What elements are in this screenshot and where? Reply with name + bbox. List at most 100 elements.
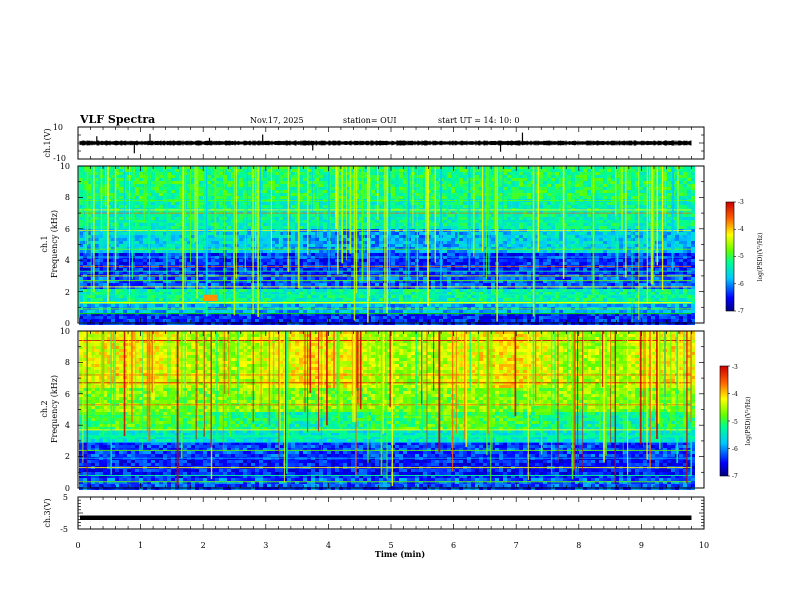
spectrogram-cell bbox=[375, 169, 379, 172]
spectrogram-cell bbox=[83, 175, 87, 178]
spectrogram-cell bbox=[267, 259, 271, 262]
spectrogram-cell bbox=[255, 286, 259, 289]
spectrogram-cell bbox=[275, 202, 279, 205]
spectrogram-cell bbox=[431, 304, 435, 307]
spectrogram-cell bbox=[267, 262, 271, 265]
spectrogram-cell bbox=[223, 256, 227, 259]
spectrogram-cell bbox=[419, 181, 423, 184]
spectrogram-cell bbox=[247, 256, 251, 259]
spectrogram-cell bbox=[283, 241, 287, 244]
spectrogram-cell bbox=[127, 286, 131, 289]
spectrogram-cell bbox=[143, 310, 147, 313]
spectrogram-cell bbox=[247, 253, 251, 256]
spectrogram-cell bbox=[347, 250, 351, 253]
spectrogram-cell bbox=[127, 283, 131, 286]
spectrogram-cell bbox=[195, 316, 199, 319]
spectrogram-cell bbox=[267, 226, 271, 229]
spectrogram-cell bbox=[119, 166, 123, 169]
spectrogram-cell bbox=[171, 205, 175, 208]
spectrogram-cell bbox=[219, 196, 223, 199]
spectrogram-cell bbox=[119, 313, 123, 316]
spectrogram-cell bbox=[207, 283, 211, 286]
spectrogram-cell bbox=[103, 310, 107, 313]
spectrogram-cell bbox=[123, 262, 127, 265]
spectrogram-cell bbox=[299, 226, 303, 229]
spectrogram-cell bbox=[175, 319, 179, 322]
spectrogram-cell bbox=[327, 313, 331, 316]
spectrogram-cell bbox=[215, 280, 219, 283]
spectrogram-cell bbox=[411, 232, 415, 235]
spectrogram-cell bbox=[423, 178, 427, 181]
spectrogram-cell bbox=[335, 286, 339, 289]
spectrogram-cell bbox=[271, 187, 275, 190]
spectrogram-cell bbox=[175, 268, 179, 271]
spectrogram-cell bbox=[203, 262, 207, 265]
spectrogram-cell bbox=[391, 181, 395, 184]
spectrogram-cell bbox=[435, 223, 439, 226]
spectrogram-cell bbox=[443, 193, 447, 196]
spectrogram-cell bbox=[247, 250, 251, 253]
spectrogram-cell bbox=[127, 187, 131, 190]
spectrogram-cell bbox=[399, 262, 403, 265]
spectrogram-cell bbox=[379, 241, 383, 244]
spectrogram-cell bbox=[119, 190, 123, 193]
spectrogram-cell bbox=[167, 208, 171, 211]
spectrogram-cell bbox=[263, 295, 267, 298]
spectrogram-cell bbox=[255, 280, 259, 283]
spectrogram-cell bbox=[159, 277, 163, 280]
spectrogram-cell bbox=[239, 316, 243, 319]
spectrogram-cell bbox=[127, 295, 131, 298]
spectrogram-cell bbox=[215, 241, 219, 244]
spectrogram-cell bbox=[395, 283, 399, 286]
spectrogram-cell bbox=[243, 289, 247, 292]
spectrogram-cell bbox=[239, 256, 243, 259]
spectrogram-cell bbox=[175, 175, 179, 178]
spectrogram-cell bbox=[279, 304, 283, 307]
spectrogram-cell bbox=[435, 208, 439, 211]
spectrogram-cell bbox=[179, 256, 183, 259]
spectrogram-cell bbox=[391, 238, 395, 241]
spectrogram-cell bbox=[87, 247, 91, 250]
spectrogram-cell bbox=[223, 184, 227, 187]
spectrogram-cell bbox=[191, 217, 195, 220]
spectrogram-cell bbox=[155, 316, 159, 319]
spectrogram-cell bbox=[391, 268, 395, 271]
spectrogram-cell bbox=[263, 214, 267, 217]
spectrogram-cell bbox=[99, 277, 103, 280]
spectrogram-cell bbox=[203, 277, 207, 280]
spectrogram-cell bbox=[315, 319, 319, 322]
spectrogram-cell bbox=[235, 259, 239, 262]
spectrogram-cell bbox=[391, 223, 395, 226]
spectrogram-cell bbox=[243, 310, 247, 313]
spectrogram-cell bbox=[435, 178, 439, 181]
spectrogram-cell bbox=[111, 298, 115, 301]
spectrogram-cell bbox=[435, 193, 439, 196]
spectrogram-cell bbox=[219, 184, 223, 187]
spectrogram-cell bbox=[267, 241, 271, 244]
spectrogram-cell bbox=[359, 283, 363, 286]
spectrogram-cell bbox=[319, 181, 323, 184]
spectrogram-cell bbox=[199, 277, 203, 280]
spectrogram-cell bbox=[143, 178, 147, 181]
spectrogram-cell bbox=[235, 277, 239, 280]
spectrogram-cell bbox=[199, 253, 203, 256]
spectrogram-cell bbox=[387, 319, 391, 322]
spectrogram-cell bbox=[239, 277, 243, 280]
spectrogram-cell bbox=[403, 184, 407, 187]
spectrogram-cell bbox=[379, 169, 383, 172]
spectrogram-cell bbox=[323, 286, 327, 289]
spectrogram-cell bbox=[235, 250, 239, 253]
spectrogram-cell bbox=[83, 292, 87, 295]
spectrogram-cell bbox=[115, 262, 119, 265]
spectrogram-cell bbox=[303, 247, 307, 250]
spectrogram-cell bbox=[115, 253, 119, 256]
spectrogram-cell bbox=[359, 289, 363, 292]
spectrogram-cell bbox=[107, 277, 111, 280]
spectrogram-cell bbox=[127, 232, 131, 235]
spectrogram-cell bbox=[267, 313, 271, 316]
spectrogram-cell bbox=[163, 178, 167, 181]
spectrogram-cell bbox=[227, 193, 231, 196]
spectrogram-cell bbox=[303, 187, 307, 190]
spectrogram-cell bbox=[203, 319, 207, 322]
spectrogram-cell bbox=[171, 262, 175, 265]
